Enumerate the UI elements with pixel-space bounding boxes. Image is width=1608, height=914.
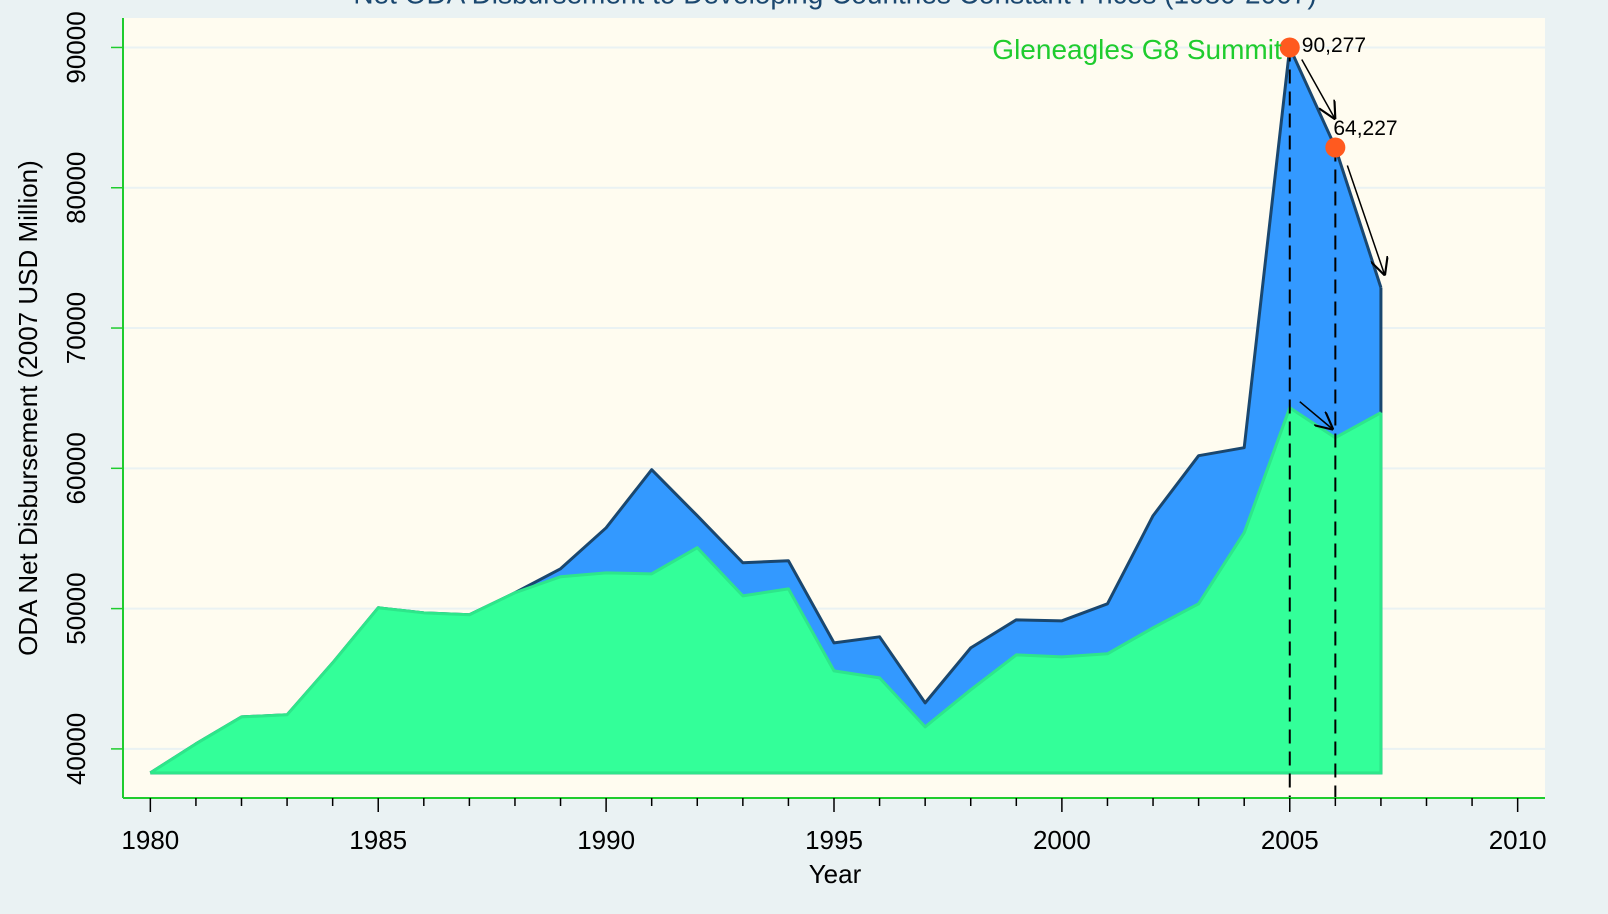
- y-tick-label: 40000: [61, 713, 91, 785]
- x-tick-label: 1985: [349, 825, 407, 855]
- y-tick-label: 60000: [61, 432, 91, 504]
- x-axis-label: Year: [809, 859, 862, 889]
- x-tick-label: 2010: [1489, 825, 1547, 855]
- y-tick-label: 90000: [61, 11, 91, 83]
- x-tick-label: 1980: [121, 825, 179, 855]
- area: [150, 407, 1381, 773]
- y-tick-label: 70000: [61, 292, 91, 364]
- annotation-arrow: [1301, 59, 1336, 119]
- annotation: Gleneagles G8 Summit: [992, 34, 1282, 65]
- x-tick-label: 1995: [805, 825, 863, 855]
- y-tick-label: 80000: [61, 152, 91, 224]
- chart-title: Net ODA Disbursement to Developing Count…: [353, 0, 1316, 9]
- annotation: 64,227: [1333, 117, 1397, 140]
- y-tick-label: 50000: [61, 572, 91, 644]
- annotation-arrow: [1299, 401, 1334, 430]
- y-axis-label: ODA Net Disbursement (2007 USD Million): [13, 160, 43, 656]
- x-tick-label: 2005: [1261, 825, 1319, 855]
- highlight-point: [1325, 137, 1346, 158]
- annotation: 90,277: [1302, 34, 1366, 57]
- x-tick-label: 1990: [577, 825, 635, 855]
- area-edge: [150, 412, 1383, 775]
- x-tick-label: 2000: [1033, 825, 1091, 855]
- highlight-point: [1279, 37, 1300, 58]
- annotation-arrow: [1346, 165, 1385, 275]
- area-line: [149, 406, 1382, 775]
